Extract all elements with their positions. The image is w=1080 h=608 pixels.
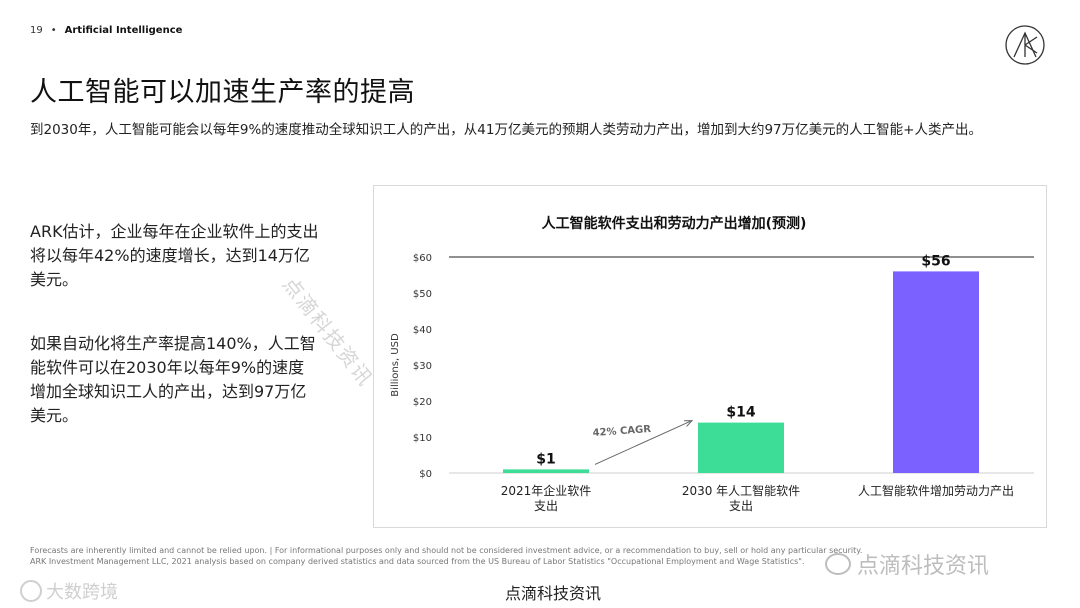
wechat-icon xyxy=(825,553,851,575)
y-tick-label: $0 xyxy=(419,469,432,480)
x-tick-label: 支出 xyxy=(729,499,753,513)
y-tick-label: $40 xyxy=(413,325,432,336)
bar-chart: 人工智能软件支出和劳动力产出增加(预测) Billions, USD $0 $10 $2… xyxy=(390,215,1034,513)
chart-title: 人工智能软件支出和劳动力产出增加(预测) xyxy=(542,215,807,232)
brand-watermark-left: 大数跨境 xyxy=(20,578,118,604)
header-separator: • xyxy=(50,25,57,36)
automation-paragraph: 如果自动化将生产率提高140%，人工智能软件可以在2030年以每年9%的速度增加… xyxy=(30,334,316,425)
cagr-arrow-line xyxy=(594,420,693,465)
brand-badge-icon xyxy=(20,580,42,602)
slide-header: 19 • Artificial Intelligence xyxy=(30,25,182,36)
bar xyxy=(698,422,784,473)
y-axis-label: Billions, USD xyxy=(390,333,401,397)
estimate-paragraph: ARK估计，企业每年在企业软件上的支出将以每年42%的速度增长，达到14万亿美元… xyxy=(30,222,319,289)
ark-logo-icon xyxy=(1005,25,1045,65)
left-column: ARK估计，企业每年在企业软件上的支出将以每年42%的速度增长，达到14万亿美元… xyxy=(30,220,320,428)
section-label: Artificial Intelligence xyxy=(64,25,183,36)
brand-right-text: 点滴科技资讯 xyxy=(857,554,990,579)
cagr-arrow-head xyxy=(683,420,694,427)
brand-watermark-right: 点滴科技资讯 xyxy=(825,548,989,580)
page-number: 19 xyxy=(30,25,43,36)
page-title: 人工智能可以加速生产率的提高 xyxy=(30,77,415,108)
y-tick-label: $10 xyxy=(413,433,432,444)
y-tick-label: $20 xyxy=(413,397,432,408)
chart-panel: 人工智能软件支出和劳动力产出增加(预测) Billions, USD $0 $10 $2… xyxy=(373,185,1047,528)
bar xyxy=(503,469,589,473)
intro-paragraph: 到2030年，人工智能可能会以每年9%的速度推动全球知识工人的产出，从41万亿美… xyxy=(30,122,982,138)
y-tick-label: $30 xyxy=(413,361,432,372)
brand-center-text: 点滴科技资讯 xyxy=(505,584,602,603)
data-label: $56 xyxy=(921,253,950,269)
footer-line-1: Forecasts are inherently limited and can… xyxy=(30,546,863,555)
cagr-annotation: 42% CAGR xyxy=(592,424,651,439)
brand-left-text: 大数跨境 xyxy=(46,582,118,603)
data-label: $1 xyxy=(536,451,555,467)
x-tick-label: 支出 xyxy=(534,499,558,513)
x-tick-label: 人工智能软件增加劳动力产出 xyxy=(858,483,1014,498)
x-tick-label: 2021年企业软件 xyxy=(501,483,592,498)
y-tick-label: $50 xyxy=(413,289,432,300)
footer-line-2: ARK Investment Management LLC, 2021 anal… xyxy=(30,557,805,566)
y-tick-label: $60 xyxy=(413,253,432,264)
x-tick-label: 2030 年人工智能软件 xyxy=(682,483,800,498)
data-label: $14 xyxy=(726,405,755,421)
footer-disclaimer: Forecasts are inherently limited and can… xyxy=(30,545,1050,567)
bar xyxy=(893,271,979,473)
